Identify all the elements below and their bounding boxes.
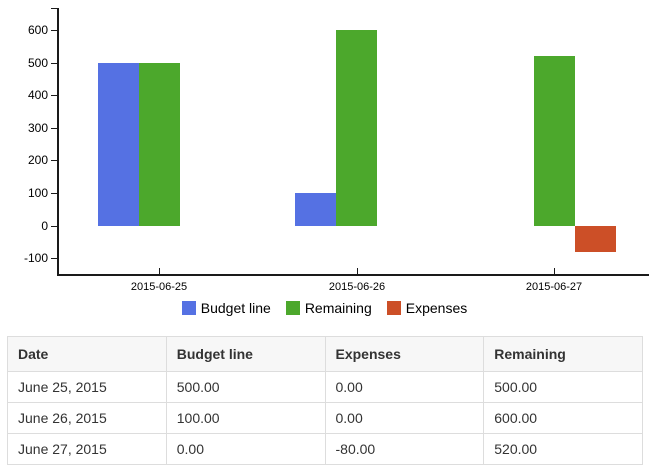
legend-item-expenses: Expenses [386,300,468,316]
table-header: Date Budget line Expenses Remaining [7,336,643,372]
table-cell: June 27, 2015 [7,433,167,465]
legend-swatch-icon [285,301,300,315]
legend-label: Remaining [304,300,372,316]
y-tick-mark [51,95,57,96]
budget-bar-chart: Budget line Remaining Expenses 600 500 400 30… [0,8,649,316]
chart-legend: Budget line Remaining Expenses [0,300,649,316]
y-axis-line [57,8,59,276]
y-tick-label: 500 [27,56,48,70]
y-tick-mark [51,30,57,31]
table-cell: June 25, 2015 [7,371,167,403]
y-axis-top-tick [51,8,57,9]
table-cell: -80.00 [324,433,485,465]
y-tick-mark [51,63,57,64]
x-tick-label: 2015-06-27 [525,281,583,293]
legend-label: Expenses [405,300,468,316]
y-tick-mark [51,160,57,161]
y-tick-mark [51,226,57,227]
table-cell: 520.00 [483,433,643,465]
y-tick-label: 100 [27,186,48,200]
table-row: June 25, 2015 500.00 0.00 500.00 [7,371,643,403]
budget-summary-table: Date Budget line Expenses Remaining June 25… [7,336,643,465]
column-header-expenses: Expenses [324,336,485,372]
x-tick-label: 2015-06-25 [130,281,188,293]
column-header-budget-line: Budget line [165,336,326,372]
legend-label: Budget line [200,300,271,316]
y-tick-mark [51,258,57,259]
bar-budget-line-2015-06-25 [98,63,139,226]
y-tick-label: -100 [23,251,48,265]
table-cell: 500.00 [165,371,326,403]
x-tick-mark [357,268,358,274]
legend-item-remaining: Remaining [285,300,372,316]
legend-swatch-icon [386,301,401,315]
table-row: June 27, 2015 0.00 -80.00 520.00 [7,433,643,465]
x-axis-line [57,274,649,276]
table-row: June 26, 2015 100.00 0.00 600.00 [7,402,643,434]
y-tick-label: 0 [41,219,48,233]
y-tick-mark [51,128,57,129]
x-tick-mark [159,268,160,274]
bar-expenses-2015-06-27 [575,226,616,252]
y-tick-mark [51,193,57,194]
bar-budget-line-2015-06-26 [295,193,336,226]
table-body: June 25, 2015 500.00 0.00 500.00 June 26, 20… [7,371,643,465]
y-tick-label: 400 [27,88,48,102]
bar-remaining-2015-06-26 [336,30,377,226]
y-tick-label: 200 [27,153,48,167]
x-tick-mark [554,268,555,274]
table-cell: 0.00 [324,402,485,434]
table-cell: 600.00 [483,402,643,434]
table-cell: 100.00 [165,402,326,434]
table-cell: 500.00 [483,371,643,403]
table-header-row: Date Budget line Expenses Remaining [7,336,643,372]
bar-remaining-2015-06-27 [534,56,575,226]
column-header-remaining: Remaining [483,336,643,372]
y-tick-label: 600 [27,23,48,37]
legend-item-budget-line: Budget line [181,300,271,316]
table-cell: June 26, 2015 [7,402,167,434]
legend-swatch-icon [181,301,196,315]
x-tick-label: 2015-06-26 [328,281,386,293]
y-tick-label: 300 [27,121,48,135]
table-cell: 0.00 [324,371,485,403]
bar-remaining-2015-06-25 [139,63,180,226]
column-header-date: Date [7,336,167,372]
table-cell: 0.00 [165,433,326,465]
